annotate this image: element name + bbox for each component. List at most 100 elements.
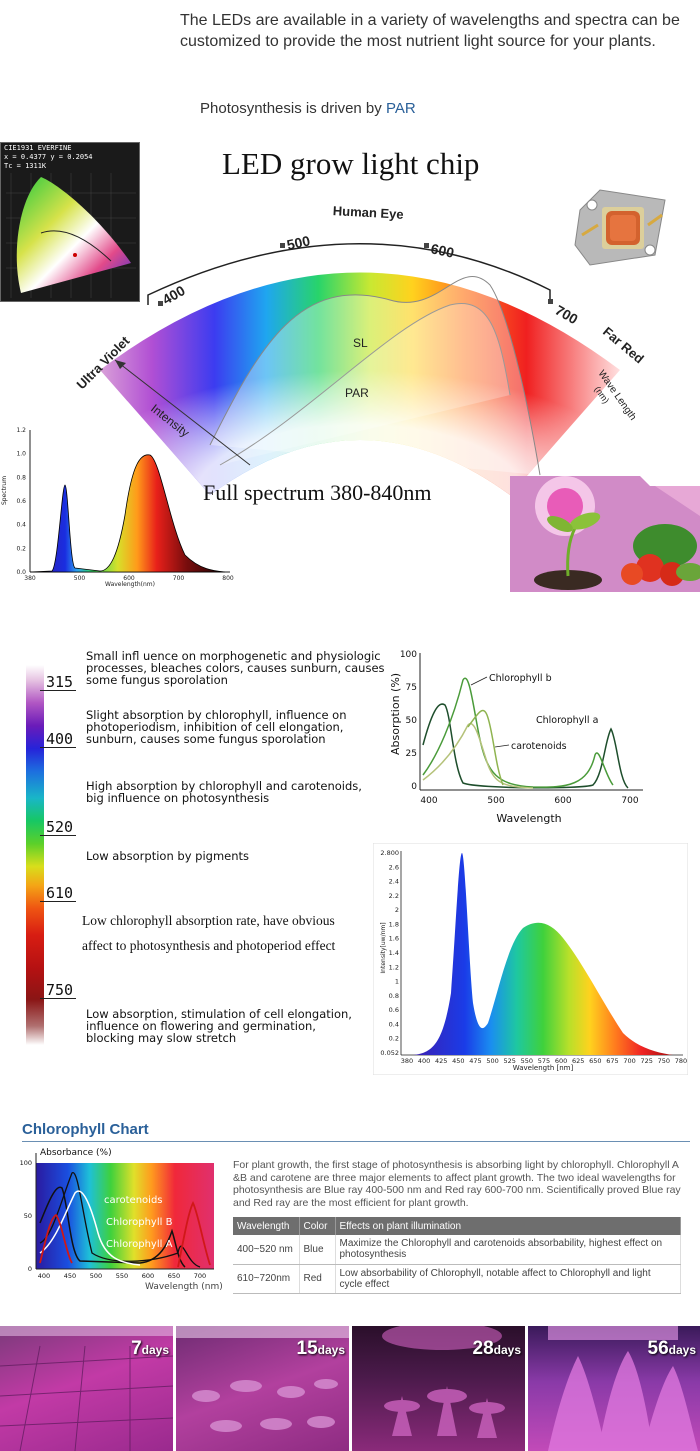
- arc-tick-500: 500: [285, 232, 311, 253]
- small-spectrum-y-tick: 1.2: [16, 427, 26, 434]
- intensity-y-tick: 2: [395, 906, 399, 914]
- chip-title: LED grow light chip: [222, 146, 480, 181]
- table-header-row: Wavelength Color Effects on plant illumi…: [233, 1217, 681, 1235]
- small-spectrum-y-tick: 1.0: [16, 451, 26, 458]
- absorption-chart: Chlorophyll b Chlorophyll a carotenoids …: [389, 650, 643, 825]
- absorption-y-tick: 100: [400, 650, 417, 660]
- growth-days-label: 7days: [131, 1338, 169, 1359]
- small-spectrum-y-tick: 0.6: [16, 498, 26, 505]
- intensity-x-tick: 575: [538, 1057, 550, 1065]
- chlorophyll-a-label: Chlorophyll a: [536, 715, 598, 726]
- band-label-610: 610: [46, 884, 74, 902]
- cc-xlabel: Wavelength (nm): [145, 1282, 223, 1292]
- small-spectrum-y-tick: 0.2: [16, 545, 26, 552]
- intensity-x-tick: 600: [555, 1057, 567, 1065]
- intensity-x-tick: 725: [641, 1057, 653, 1065]
- intensity-x-tick: 400: [418, 1057, 430, 1065]
- par-prefix: Photosynthesis is driven by: [200, 100, 386, 117]
- band-line-315: [40, 690, 76, 691]
- band-label-750: 750: [46, 981, 74, 999]
- sl-label: SL: [353, 336, 368, 350]
- chlorophyll-description: For plant growth, the first stage of pho…: [233, 1159, 681, 1209]
- chlorophyll-absorbance-chart: Absorbance (%) Wavelength (nm) carotenoi…: [20, 1148, 223, 1292]
- growth-photo-15-days: 15days: [176, 1326, 349, 1451]
- par-line: Photosynthesis is driven by PAR: [200, 100, 416, 117]
- intensity-x-tick: 500: [486, 1057, 498, 1065]
- band-desc-far-red: Low absorption, stimulation of cell elon…: [86, 1007, 352, 1045]
- cell-wavelength: 400~520 nm: [233, 1235, 300, 1265]
- mature-plants-graphic: [548, 1326, 698, 1451]
- small-spectrum-y-tick: 0.0: [16, 569, 26, 576]
- band-label-315: 315: [46, 673, 74, 691]
- band-desc-red-2: affect to photosynthesis and photoperiod…: [82, 938, 336, 953]
- intensity-x-tick: 450: [452, 1057, 464, 1065]
- cell-color: Red: [299, 1264, 336, 1294]
- cc-carotenoids-label: carotenoids: [104, 1195, 163, 1206]
- human-eye-label: Human Eye: [332, 203, 404, 222]
- band-line-750: [40, 998, 76, 999]
- absorption-y-tick: 50: [406, 716, 418, 726]
- small-spectrum-y-tick: 0.4: [16, 522, 26, 529]
- growth-photo-28-days: 28days: [352, 1326, 525, 1451]
- small-spectrum-ylabel: Spectrum: [1, 476, 8, 505]
- cie-chromaticity-chart: CIE1931 EVERFINE x = 0.4377 y = 0.2054 T…: [0, 142, 140, 302]
- chlorophyll-b-label: Chlorophyll b: [489, 673, 552, 684]
- band-label-400: 400: [46, 730, 74, 748]
- band-desc-green: Low absorption by pigments: [86, 849, 250, 863]
- intensity-x-tick: 700: [623, 1057, 635, 1065]
- absorption-ylabel: Absorption (%): [389, 673, 402, 755]
- growing-plants-graphic: [382, 1326, 505, 1438]
- band-desc-blue: High absorption by chlorophyll and carot…: [86, 779, 362, 805]
- intensity-y-tick: 0.8: [389, 992, 399, 1000]
- band-line-400: [40, 747, 76, 748]
- intensity-y-tick: 0.4: [389, 1020, 399, 1028]
- cell-wavelength: 610~720nm: [233, 1264, 300, 1294]
- cc-chlorophyll-b-label: Chlorophyll B: [106, 1217, 173, 1228]
- growth-days-label: 56days: [647, 1338, 697, 1359]
- cie-caption: CIE1931 EVERFINE x = 0.4377 y = 0.2054 T…: [4, 144, 93, 170]
- growth-photo-7-days: 7days: [0, 1326, 173, 1451]
- intensity-y-tick: 1.4: [389, 949, 399, 957]
- par-link[interactable]: PAR: [385, 100, 416, 117]
- intensity-x-tick: 750: [658, 1057, 670, 1065]
- intensity-y-tick: 1.2: [389, 963, 399, 971]
- intensity-spectrum-chart: Intensity[uw/nm] Wavelength [nm] 0.052 0.…: [373, 843, 688, 1075]
- band-desc-uv: Small infl uence on morphogenetic and ph…: [86, 649, 385, 687]
- absorption-x-tick: 500: [487, 796, 504, 806]
- cc-x-tick: 450: [64, 1272, 76, 1280]
- small-spectrum-x-tick: 700: [173, 575, 185, 582]
- intensity-ylabel: Intensity[uw/nm]: [380, 922, 387, 973]
- chlorophyll-title-rule: [22, 1141, 690, 1142]
- band-desc-violet: Slight absorption by chlorophyll, influe…: [86, 708, 347, 746]
- cc-x-tick: 400: [38, 1272, 50, 1280]
- cc-x-tick: 700: [194, 1272, 206, 1280]
- intensity-x-tick: 780: [675, 1057, 687, 1065]
- cell-color: Blue: [299, 1235, 336, 1265]
- cc-x-tick: 550: [116, 1272, 128, 1280]
- intensity-x-tick: 650: [589, 1057, 601, 1065]
- intensity-y-tick: 1.6: [389, 935, 399, 943]
- chlorophyll-effects-table: Wavelength Color Effects on plant illumi…: [233, 1217, 681, 1294]
- intensity-y-tick: 1.8: [389, 920, 399, 928]
- arc-tick-600: 600: [429, 240, 455, 261]
- full-spectrum-title: Full spectrum 380-840nm: [203, 480, 432, 505]
- cc-x-tick: 600: [142, 1272, 154, 1280]
- intensity-y-tick: 2.800: [380, 849, 399, 857]
- absorption-x-tick: 400: [420, 796, 437, 806]
- absorption-xlabel: Wavelength: [496, 812, 561, 825]
- band-line-520: [40, 835, 76, 836]
- arc-tick-700: 700: [553, 302, 581, 328]
- intensity-y-tick: 0.2: [389, 1035, 399, 1043]
- small-spectrum-xlabel: Wavelength(nm): [105, 581, 155, 588]
- led-spectrum-small-chart: Spectrum Wavelength(nm) 0.0 0.2 0.4 0.6 0.8 1…: [1, 427, 234, 588]
- small-spectrum-y-tick: 0.8: [16, 474, 26, 481]
- spectrum-color-bar: [26, 665, 44, 1045]
- carotenoids-label: carotenoids: [511, 741, 567, 752]
- chlorophyll-chart-title: Chlorophyll Chart: [22, 1121, 149, 1138]
- intensity-y-tick: 2.6: [389, 863, 399, 871]
- intensity-x-tick: 625: [572, 1057, 584, 1065]
- band-desc-red-1: Low chlorophyll absorption rate, have ob…: [82, 913, 335, 928]
- growth-days-label: 28days: [472, 1338, 522, 1359]
- intensity-x-tick: 675: [606, 1057, 618, 1065]
- intensity-y-tick: 0.6: [389, 1006, 399, 1014]
